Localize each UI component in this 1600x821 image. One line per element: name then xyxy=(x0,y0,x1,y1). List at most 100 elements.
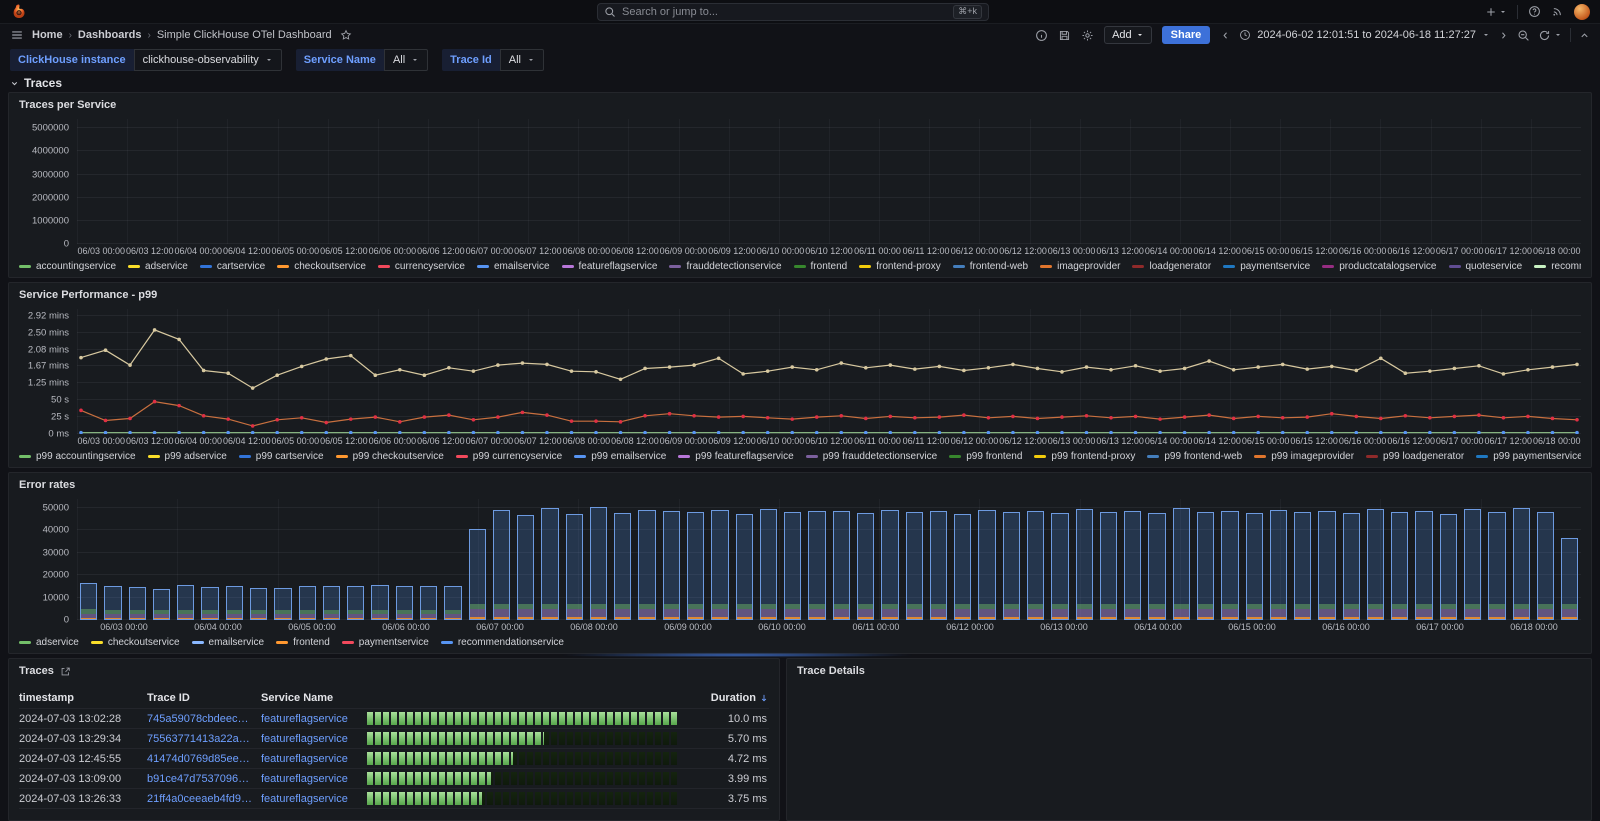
legend-item[interactable]: p99 frontend xyxy=(949,451,1022,462)
legend-item[interactable]: paymentservice xyxy=(1223,261,1310,272)
error-bar[interactable] xyxy=(541,507,559,620)
error-bar[interactable] xyxy=(954,513,972,620)
breadcrumb-dashboards[interactable]: Dashboards xyxy=(77,29,142,41)
mega-menu-icon[interactable] xyxy=(10,28,24,42)
plot-area[interactable] xyxy=(77,309,1581,434)
cell-service-link[interactable]: featureflagservice xyxy=(261,772,348,785)
legend-item[interactable]: p99 frontend-proxy xyxy=(1034,451,1135,462)
error-bar[interactable] xyxy=(638,510,656,620)
refresh-icon[interactable] xyxy=(1538,29,1562,42)
legend-item[interactable]: p99 adservice xyxy=(147,451,227,462)
error-bar[interactable] xyxy=(1124,511,1142,620)
legend-item[interactable]: p99 cartservice xyxy=(238,451,324,462)
table-row[interactable]: 2024-07-03 13:29:34 75563771413a22a54618.… xyxy=(19,729,769,749)
service-name-select[interactable]: All xyxy=(383,49,429,71)
error-bar[interactable] xyxy=(881,510,899,620)
table-row[interactable]: 2024-07-03 13:26:33 21ff4a0ceeaeb4fd90af0… xyxy=(19,789,769,809)
legend-item[interactable]: p99 currencyservice xyxy=(455,451,562,462)
error-bar[interactable] xyxy=(395,585,413,620)
error-bar[interactable] xyxy=(1366,509,1385,620)
error-bar[interactable] xyxy=(1439,513,1458,620)
legend-item[interactable]: frontend xyxy=(276,637,330,648)
error-bar[interactable] xyxy=(1002,511,1020,620)
error-bar[interactable] xyxy=(978,509,996,620)
search-input[interactable]: Search or jump to... ⌘+k xyxy=(597,2,989,21)
error-bar[interactable] xyxy=(249,587,268,620)
cell-trace-id-link[interactable]: 41474d0769d85ee2828... xyxy=(147,752,261,765)
kiosk-mode-icon[interactable] xyxy=(1579,30,1590,41)
legend-item[interactable]: p99 emailservice xyxy=(574,451,666,462)
legend-item[interactable]: adservice xyxy=(19,637,79,648)
grafana-logo-icon[interactable] xyxy=(10,3,28,21)
legend-item[interactable]: checkoutservice xyxy=(277,261,366,272)
error-bar[interactable] xyxy=(1391,511,1409,620)
error-bar[interactable] xyxy=(1221,511,1239,620)
col-duration[interactable]: Duration xyxy=(687,692,769,704)
legend-item[interactable]: p99 paymentservice xyxy=(1476,451,1581,462)
error-bar[interactable] xyxy=(1536,511,1555,620)
error-bar[interactable] xyxy=(1561,538,1579,620)
error-bar[interactable] xyxy=(298,585,316,620)
error-bar[interactable] xyxy=(784,512,802,620)
error-bar[interactable] xyxy=(687,511,705,620)
error-bar[interactable] xyxy=(1051,512,1069,620)
error-bar[interactable] xyxy=(1269,509,1288,620)
error-bar[interactable] xyxy=(1172,508,1190,620)
error-bar[interactable] xyxy=(1464,508,1482,620)
chart-legend[interactable]: accountingservice adservice cartservice che… xyxy=(19,257,1581,273)
legend-item[interactable]: checkoutservice xyxy=(90,637,180,648)
error-bar[interactable] xyxy=(444,585,462,620)
new-plus-button[interactable] xyxy=(1485,6,1507,18)
legend-item[interactable]: cartservice xyxy=(199,261,265,272)
plot-area[interactable] xyxy=(77,119,1581,244)
error-bar[interactable] xyxy=(1342,513,1360,620)
error-bar[interactable] xyxy=(468,529,486,620)
error-bar[interactable] xyxy=(1294,512,1312,620)
cell-service-link[interactable]: featureflagservice xyxy=(261,712,348,725)
error-bar[interactable] xyxy=(1415,511,1433,620)
legend-item[interactable]: frontend-proxy xyxy=(859,261,941,272)
panel-title[interactable]: Error rates xyxy=(19,479,76,491)
error-bar[interactable] xyxy=(808,510,826,620)
user-avatar[interactable] xyxy=(1574,3,1590,20)
time-forward-icon[interactable] xyxy=(1498,30,1509,41)
error-bar[interactable] xyxy=(1026,510,1045,620)
legend-item[interactable]: quoteservice xyxy=(1448,261,1522,272)
traces-table-title[interactable]: Traces xyxy=(19,665,54,677)
trace-id-select[interactable]: All xyxy=(499,49,544,71)
legend-item[interactable]: accountingservice xyxy=(19,261,116,272)
save-dashboard-icon[interactable] xyxy=(1058,29,1071,42)
legend-item[interactable]: recommendationservice xyxy=(440,637,564,648)
legend-item[interactable]: p99 accountingservice xyxy=(19,451,136,462)
legend-item[interactable]: featureflagservice xyxy=(561,261,657,272)
panel-links-icon[interactable] xyxy=(60,666,71,677)
error-bar[interactable] xyxy=(929,510,948,620)
error-bar[interactable] xyxy=(905,511,923,620)
zoom-out-time-icon[interactable] xyxy=(1517,29,1530,42)
dashboard-insights-icon[interactable] xyxy=(1035,29,1048,42)
error-bar[interactable] xyxy=(419,585,438,620)
legend-item[interactable]: p99 loadgenerator xyxy=(1366,451,1464,462)
legend-item[interactable]: adservice xyxy=(128,261,188,272)
error-bar[interactable] xyxy=(565,514,583,620)
trace-details-title[interactable]: Trace Details xyxy=(797,665,865,677)
error-bar[interactable] xyxy=(152,589,171,620)
error-bar[interactable] xyxy=(1075,509,1093,620)
error-bar[interactable] xyxy=(1488,512,1506,620)
legend-item[interactable]: imageprovider xyxy=(1040,261,1120,272)
error-bar[interactable] xyxy=(201,586,219,620)
chart-legend[interactable]: p99 accountingservice p99 adservice p99 ca… xyxy=(19,447,1581,463)
cell-trace-id-link[interactable]: 745a59078cbdeec39b7... xyxy=(147,712,261,725)
cell-trace-id-link[interactable]: b91ce47d753709695f1d... xyxy=(147,772,261,785)
legend-item[interactable]: frontend-web xyxy=(952,261,1028,272)
error-bar[interactable] xyxy=(735,514,753,620)
col-timestamp[interactable]: timestamp xyxy=(19,691,75,704)
error-bar[interactable] xyxy=(759,509,778,620)
help-icon[interactable] xyxy=(1528,5,1541,18)
error-bar[interactable] xyxy=(517,515,535,620)
cell-service-link[interactable]: featureflagservice xyxy=(261,732,348,745)
table-row[interactable]: 2024-07-03 13:02:28 745a59078cbdeec39b7..… xyxy=(19,709,769,729)
error-bar[interactable] xyxy=(1318,510,1336,620)
legend-item[interactable]: p99 checkoutservice xyxy=(335,451,444,462)
error-bar[interactable] xyxy=(614,512,632,620)
